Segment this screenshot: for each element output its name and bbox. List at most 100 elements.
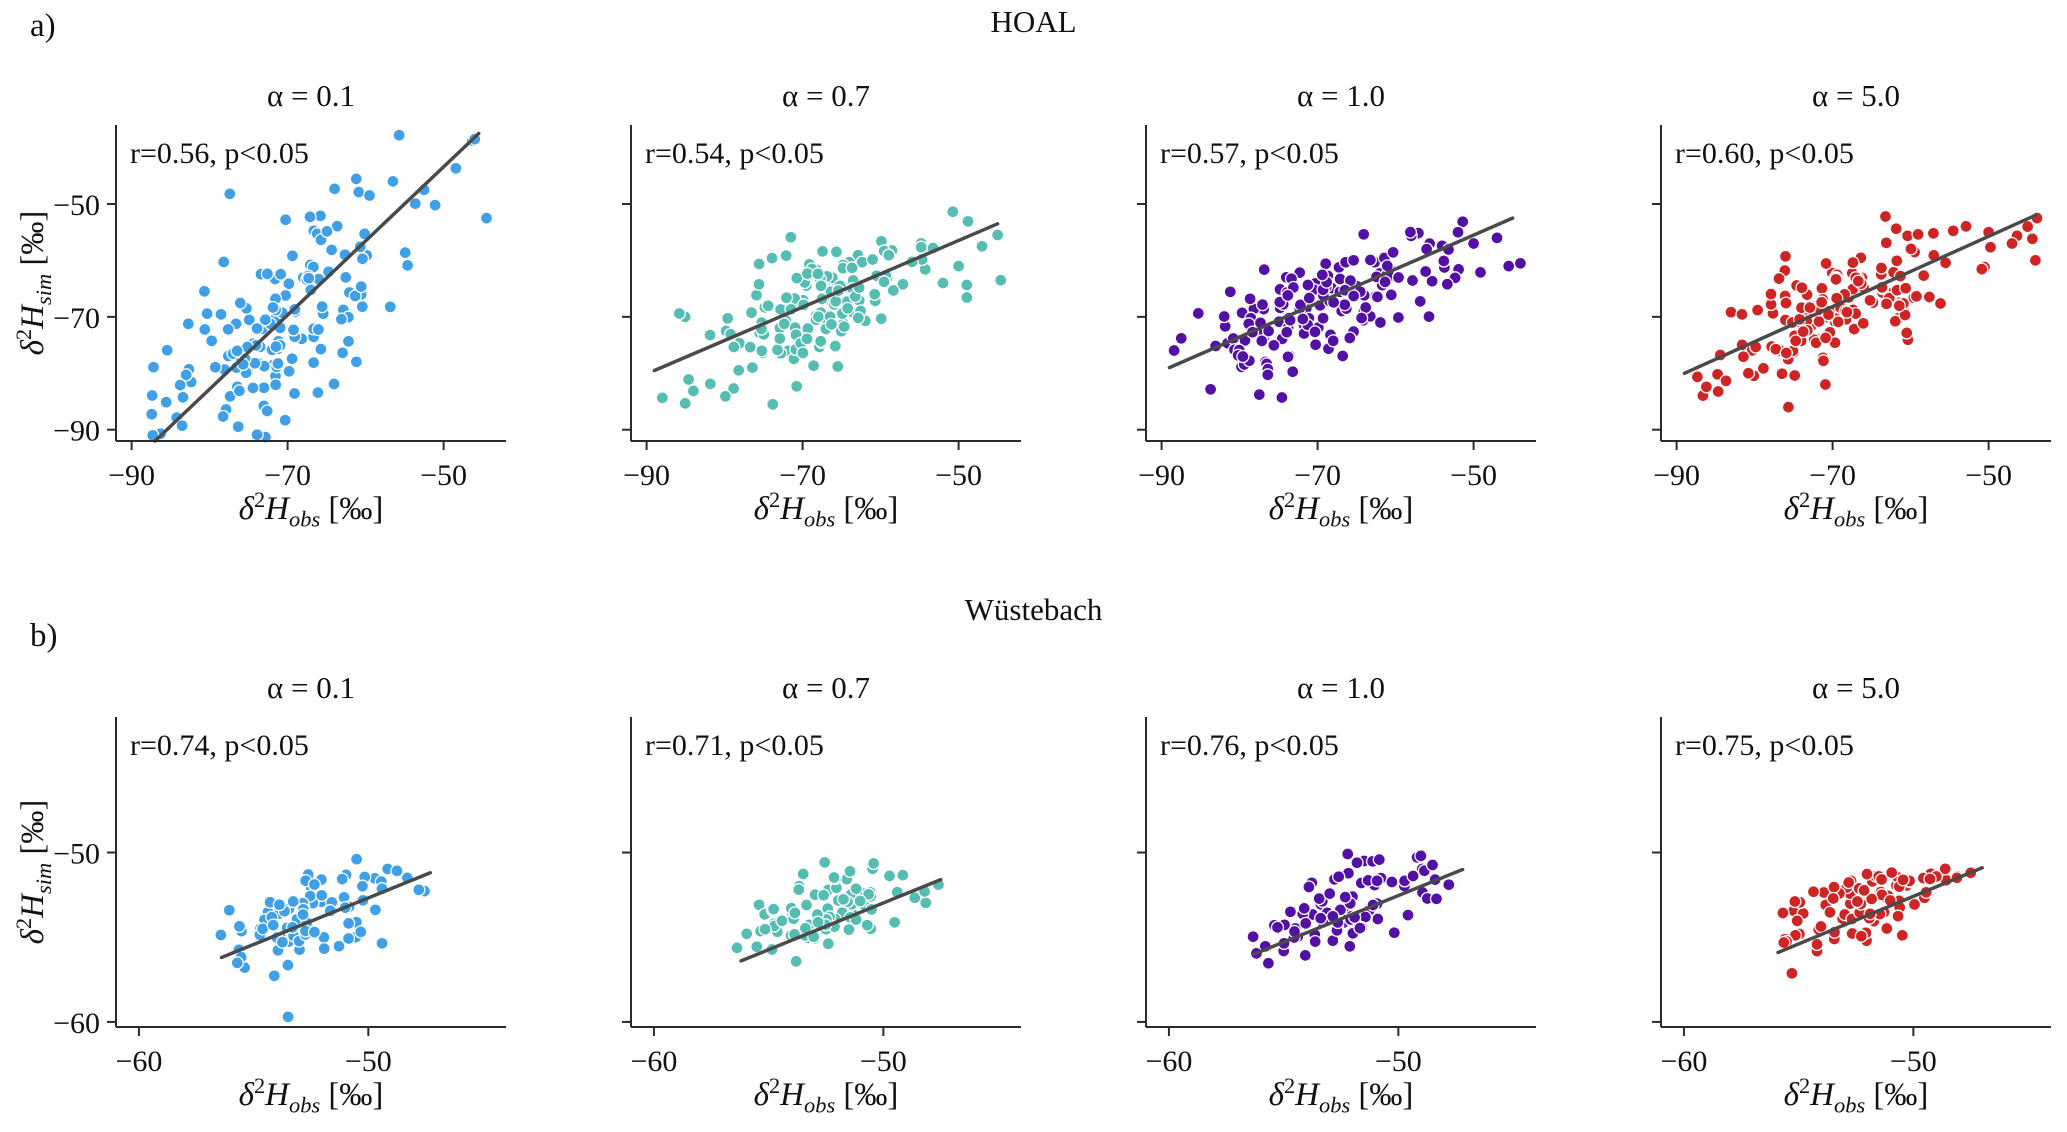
- exponent: 2: [1798, 487, 1811, 512]
- correlation-annotation: r=0.75, p<0.05: [1675, 729, 1854, 762]
- x-axis-label: δ2Hobs [‰]: [1661, 1073, 2051, 1119]
- svg-text:−60: −60: [1660, 1045, 1707, 1078]
- correlation-annotation: r=0.57, p<0.05: [1160, 137, 1339, 170]
- obs-subscript: obs: [804, 1092, 836, 1118]
- svg-text:−90: −90: [1138, 459, 1185, 492]
- h-symbol: H: [780, 1077, 804, 1113]
- delta-symbol: δ: [1783, 491, 1799, 527]
- sim-subscript: sim: [30, 273, 56, 305]
- svg-text:−70: −70: [1809, 459, 1856, 492]
- alpha-title: α = 0.7: [782, 78, 870, 113]
- scatter-plot: −60 −50: [1137, 717, 1536, 1078]
- permille-unit: [‰]: [15, 799, 52, 863]
- correlation-annotation: r=0.54, p<0.05: [645, 137, 824, 170]
- permille-unit: [‰]: [1350, 1077, 1414, 1113]
- h-symbol: H: [1810, 491, 1834, 527]
- h-symbol: H: [265, 1077, 289, 1113]
- svg-text:−50: −50: [420, 459, 467, 492]
- site-title-hoal: HOAL: [990, 4, 1077, 39]
- correlation-annotation: r=0.56, p<0.05: [130, 137, 309, 170]
- scatter-plot: −90 −70 −50 −50 −70 −90: [53, 125, 506, 492]
- obs-subscript: obs: [289, 506, 321, 532]
- delta-symbol: δ: [753, 1077, 769, 1113]
- delta-symbol: δ: [753, 491, 769, 527]
- svg-text:−60: −60: [1145, 1045, 1192, 1078]
- alpha-title: α = 0.1: [267, 670, 355, 705]
- permille-unit: [‰]: [1865, 1077, 1929, 1113]
- delta-symbol: δ: [1268, 491, 1284, 527]
- svg-text:−50: −50: [935, 459, 982, 492]
- svg-text:−60: −60: [115, 1045, 162, 1078]
- obs-subscript: obs: [1834, 506, 1866, 532]
- correlation-annotation: r=0.76, p<0.05: [1160, 729, 1339, 762]
- scatter-plot: −90 −70 −50: [1652, 125, 2051, 492]
- row-label-a: a): [30, 8, 56, 44]
- exponent: 2: [1283, 1073, 1296, 1098]
- alpha-title: α = 1.0: [1297, 78, 1385, 113]
- delta-symbol: δ: [15, 929, 52, 945]
- x-axis-label: δ2Hobs [‰]: [1146, 1073, 1536, 1119]
- alpha-title: α = 1.0: [1297, 670, 1385, 705]
- svg-text:−90: −90: [108, 459, 155, 492]
- svg-text:−50: −50: [53, 189, 100, 222]
- svg-text:−70: −70: [779, 459, 826, 492]
- svg-text:−50: −50: [1965, 459, 2012, 492]
- y-axis-label-b: δ2Hsim [‰]: [11, 800, 57, 945]
- exponent: 2: [11, 328, 37, 341]
- svg-text:−60: −60: [53, 1007, 100, 1040]
- permille-unit: [‰]: [320, 1077, 384, 1113]
- h-symbol: H: [1295, 1077, 1319, 1113]
- x-axis-label: δ2Hobs [‰]: [631, 487, 1021, 533]
- svg-text:−50: −50: [1450, 459, 1497, 492]
- site-title-wustebach: Wüstebach: [964, 592, 1103, 627]
- delta-symbol: δ: [1268, 1077, 1284, 1113]
- delta-symbol: δ: [238, 491, 254, 527]
- svg-text:−70: −70: [264, 459, 311, 492]
- delta-symbol: δ: [15, 340, 52, 356]
- svg-text:−50: −50: [345, 1045, 392, 1078]
- delta-symbol: δ: [238, 1077, 254, 1113]
- permille-unit: [‰]: [835, 1077, 899, 1113]
- h-symbol: H: [1810, 1077, 1834, 1113]
- h-symbol: H: [1295, 491, 1319, 527]
- alpha-title: α = 0.1: [267, 78, 355, 113]
- delta-symbol: δ: [1783, 1077, 1799, 1113]
- sim-subscript: sim: [30, 862, 56, 894]
- x-axis-label: δ2Hobs [‰]: [116, 1073, 506, 1119]
- correlation-annotation: r=0.74, p<0.05: [130, 729, 309, 762]
- x-axis-label: δ2Hobs [‰]: [116, 487, 506, 533]
- alpha-title: α = 5.0: [1812, 78, 1900, 113]
- scatter-plot: −90 −70 −50: [1137, 125, 1536, 492]
- y-axis-label-a: δ2Hsim [‰]: [11, 211, 57, 356]
- permille-unit: [‰]: [1350, 491, 1414, 527]
- exponent: 2: [768, 487, 781, 512]
- h-symbol: H: [780, 491, 804, 527]
- svg-text:−90: −90: [623, 459, 670, 492]
- exponent: 2: [253, 1073, 266, 1098]
- svg-text:−50: −50: [860, 1045, 907, 1078]
- svg-text:−70: −70: [1294, 459, 1341, 492]
- exponent: 2: [768, 1073, 781, 1098]
- permille-unit: [‰]: [1865, 491, 1929, 527]
- h-symbol: H: [15, 894, 52, 918]
- svg-text:−60: −60: [630, 1045, 677, 1078]
- svg-text:−50: −50: [1375, 1045, 1422, 1078]
- svg-text:−70: −70: [53, 302, 100, 335]
- correlation-annotation: r=0.60, p<0.05: [1675, 137, 1854, 170]
- scatter-plot: −60 −50 −50 −60: [53, 717, 506, 1078]
- x-axis-label: δ2Hobs [‰]: [631, 1073, 1021, 1119]
- obs-subscript: obs: [1319, 506, 1351, 532]
- exponent: 2: [1283, 487, 1296, 512]
- exponent: 2: [11, 917, 37, 930]
- alpha-title: α = 5.0: [1812, 670, 1900, 705]
- correlation-annotation: r=0.71, p<0.05: [645, 729, 824, 762]
- scatter-plot: −90 −70 −50: [622, 125, 1021, 492]
- svg-text:−50: −50: [1890, 1045, 1937, 1078]
- scatter-plot: −60 −50: [622, 717, 1021, 1078]
- x-axis-label: δ2Hobs [‰]: [1146, 487, 1536, 533]
- obs-subscript: obs: [1319, 1092, 1351, 1118]
- svg-text:−50: −50: [53, 838, 100, 871]
- alpha-title: α = 0.7: [782, 670, 870, 705]
- exponent: 2: [253, 487, 266, 512]
